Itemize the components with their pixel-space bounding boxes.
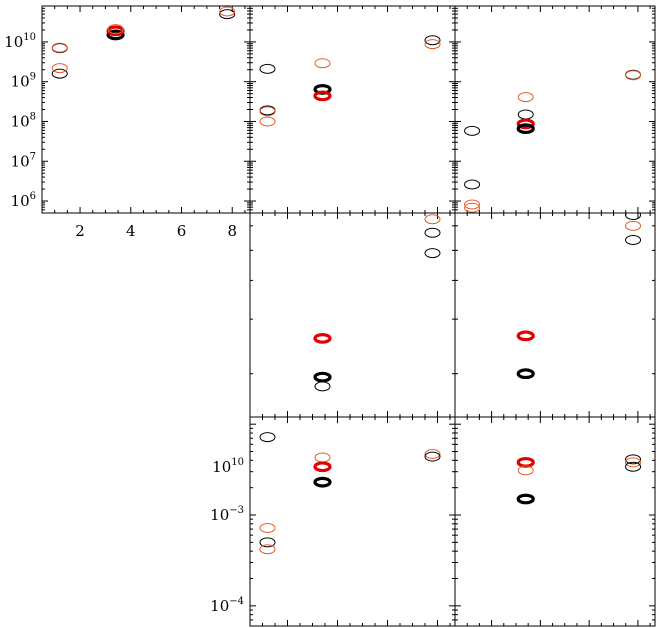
data-point [516, 118, 535, 130]
markers [51, 6, 236, 79]
x-tick-label: 4 [126, 222, 136, 240]
panel-row2-col3 [454, 212, 656, 598]
data-point [464, 202, 481, 213]
panel-frame [249, 5, 456, 214]
data-point [625, 454, 642, 465]
markers [260, 214, 441, 621]
data-point [465, 559, 480, 568]
data-point [424, 214, 441, 225]
panel-row1-col3 [454, 5, 656, 214]
data-point [465, 543, 480, 552]
data-point [313, 476, 332, 488]
markers [516, 454, 642, 505]
data-point [314, 452, 331, 463]
data-point [516, 123, 535, 135]
x-tick-label: 8 [227, 222, 237, 240]
data-point [424, 448, 441, 459]
markers [259, 35, 441, 127]
y-tick-label: 107 [11, 151, 36, 170]
data-point [313, 90, 332, 102]
panel-row1-col1: 106 107 108 109 1010 2 4 6 8 [4, 5, 251, 240]
data-point [259, 116, 276, 127]
data-point [516, 493, 535, 505]
data-point [464, 199, 481, 210]
data-point [517, 109, 534, 120]
data-point [465, 589, 480, 598]
panel-frame [454, 212, 656, 418]
x-tick-label: 6 [177, 222, 187, 240]
data-point [314, 381, 331, 392]
data-point [516, 368, 535, 380]
data-point [424, 39, 441, 50]
panel-frame [41, 5, 251, 214]
data-point [107, 24, 124, 35]
y-tick-label: 10−3 [210, 505, 244, 524]
y-tick-label: 108 [11, 111, 36, 130]
y-tick-label: 106 [11, 191, 36, 210]
panel-frame [454, 5, 656, 214]
data-point [259, 432, 276, 443]
data-point [219, 9, 236, 20]
data-point [517, 92, 534, 103]
data-point [625, 213, 642, 221]
data-point [516, 456, 535, 468]
panel-row3-col3 [454, 416, 656, 627]
data-point [260, 593, 275, 602]
data-point [106, 29, 125, 41]
data-point [260, 612, 275, 621]
data-point [625, 235, 642, 246]
data-point [424, 451, 441, 462]
data-point [424, 248, 441, 259]
data-point [259, 63, 276, 74]
data-point [51, 63, 68, 74]
data-point [625, 70, 642, 81]
data-point [314, 58, 331, 69]
data-point [259, 522, 276, 533]
data-point [260, 529, 275, 538]
data-point [625, 461, 642, 472]
data-point [259, 537, 276, 548]
panel-frame [249, 212, 456, 418]
panel-row3-col2: 10−4 10−3 [210, 416, 456, 627]
data-point [424, 35, 441, 46]
y-tick-label: 10−4 [210, 596, 244, 615]
data-point [424, 227, 441, 238]
panel-row1-col2 [249, 5, 456, 214]
data-point [313, 371, 332, 383]
panel-frame [249, 416, 456, 627]
y-tick-label: 1010 [4, 32, 36, 51]
y-tick-label: 109 [11, 72, 36, 91]
data-point [259, 544, 276, 555]
data-point [464, 125, 481, 136]
panel-frame [454, 416, 656, 627]
data-point [313, 461, 332, 473]
data-point [625, 457, 642, 468]
data-point [313, 332, 332, 344]
data-point [259, 106, 276, 117]
x-tick-label: 2 [75, 222, 85, 240]
data-point [51, 68, 68, 79]
y-tick-label: 1010 [212, 457, 244, 476]
data-point [464, 179, 481, 190]
data-point [51, 42, 68, 53]
data-point [516, 330, 535, 342]
data-point [517, 465, 534, 476]
data-point [625, 220, 642, 231]
markers [465, 213, 642, 598]
data-point [219, 6, 236, 17]
markers [259, 432, 441, 555]
markers [464, 69, 642, 213]
